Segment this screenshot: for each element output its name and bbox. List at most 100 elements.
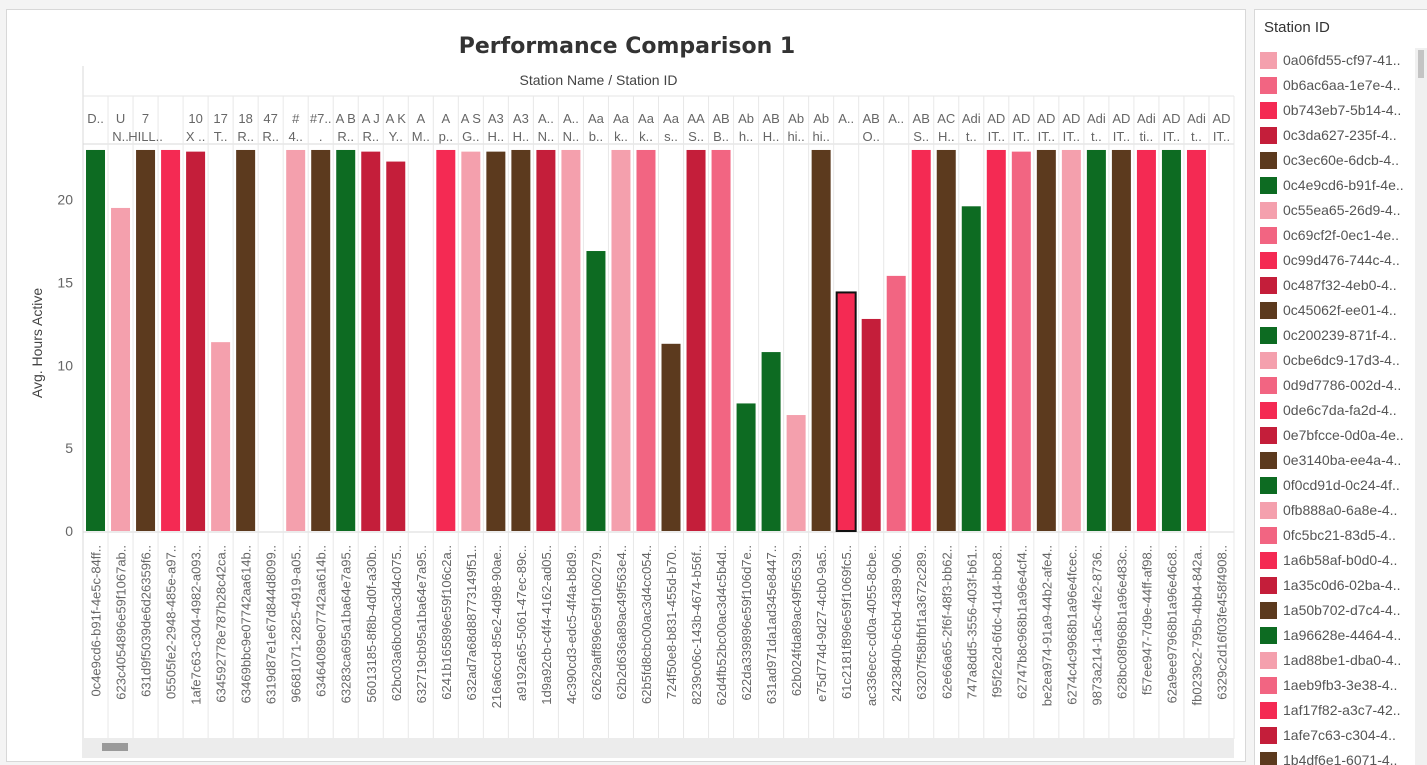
legend-label: 1ad88be1-dba0-4.. (1283, 652, 1402, 668)
station-name-label: Aa (638, 111, 655, 126)
y-tick-label: 20 (57, 192, 73, 208)
bar (1086, 149, 1106, 531)
bar (586, 251, 606, 531)
legend-swatch (1260, 502, 1277, 519)
legend-label: 1a35c0d6-02ba-4.. (1283, 577, 1401, 593)
station-id-label: f95f2e2d-6fdc-41d4-bbc8.. (989, 545, 1004, 698)
bar (136, 149, 156, 531)
legend-swatch (1260, 102, 1277, 119)
bar (111, 207, 131, 531)
bar (486, 151, 506, 532)
legend-item[interactable]: 0c69cf2f-0ec1-4e.. (1260, 227, 1410, 252)
station-name-label: A.. (888, 111, 904, 126)
station-name-label: AB (712, 111, 729, 126)
station-name-label: 4.. (288, 129, 302, 144)
legend-scrollbar-thumb[interactable] (1418, 50, 1424, 78)
station-id-label: 6274c4c9968b1a96e4fcec.. (1064, 545, 1079, 705)
legend-swatch (1260, 552, 1277, 569)
station-name-label: X .. (186, 129, 206, 144)
legend-swatch (1260, 127, 1277, 144)
station-name-label: D.. (87, 111, 104, 126)
station-id-label: 62e66a65-2f6f-48f3-bb62.. (939, 545, 954, 699)
legend-item[interactable]: 1af17f82-a3c7-42.. (1260, 702, 1410, 727)
legend-swatch (1260, 702, 1277, 719)
station-name-label: A K (386, 111, 407, 126)
station-name-label: k.. (639, 129, 653, 144)
legend-item[interactable]: 0d9d7786-002d-4.. (1260, 377, 1410, 402)
legend-item[interactable]: 0c3ec60e-6dcb-4.. (1260, 152, 1410, 177)
legend-item[interactable]: 0c55ea65-26d9-4.. (1260, 202, 1410, 227)
legend-item[interactable]: 0fb888a0-6a8e-4.. (1260, 502, 1410, 527)
legend-item[interactable]: 0b6ac6aa-1e7e-4.. (1260, 77, 1410, 102)
legend-item[interactable]: 1a35c0d6-02ba-4.. (1260, 577, 1410, 602)
station-id-label: 62b024fda89ac49f56539.. (789, 545, 804, 696)
legend-label: 0e3140ba-ee4a-4.. (1283, 452, 1402, 468)
station-id-label: 62d4fb52bc00ac3d4c5b4d.. (714, 545, 729, 705)
horizontal-scrollbar[interactable] (82, 738, 1234, 758)
legend-item[interactable]: 0c487f32-4eb0-4.. (1260, 277, 1410, 302)
legend-item[interactable]: 0e3140ba-ee4a-4.. (1260, 452, 1410, 477)
bar (1111, 149, 1131, 531)
bar (1036, 149, 1056, 531)
legend-swatch (1260, 452, 1277, 469)
legend-item[interactable]: 1a6b58af-b0d0-4.. (1260, 552, 1410, 577)
legend-label: 0c200239-871f-4.. (1283, 327, 1397, 343)
y-tick-label: 15 (57, 275, 73, 291)
station-name-label: N.. (538, 129, 555, 144)
legend-item[interactable]: 0c99d476-744c-4.. (1260, 252, 1410, 277)
legend-item[interactable]: 0c3da627-235f-4.. (1260, 127, 1410, 152)
legend-label: 1af17f82-a3c7-42.. (1283, 702, 1401, 718)
legend-label: 0cbe6dc9-17d3-4.. (1283, 352, 1400, 368)
legend-item[interactable]: 0f0cd91d-0c24-4f.. (1260, 477, 1410, 502)
legend-item[interactable]: 0c200239-871f-4.. (1260, 327, 1410, 352)
y-tick-label: 5 (65, 440, 73, 456)
station-name-label: t.. (1191, 129, 1202, 144)
legend-item[interactable]: 1ad88be1-dba0-4.. (1260, 652, 1410, 677)
legend-item[interactable]: 0fc5bc21-83d5-4.. (1260, 527, 1410, 552)
station-name-label: AC (937, 111, 955, 126)
station-name-label: Aa (663, 111, 680, 126)
legend-item[interactable]: 1a96628e-4464-4.. (1260, 627, 1410, 652)
station-name-label: AD (1162, 111, 1180, 126)
legend-item[interactable]: 0b743eb7-5b14-4.. (1260, 102, 1410, 127)
legend-item[interactable]: 0cbe6dc9-17d3-4.. (1260, 352, 1410, 377)
legend-label: 1afe7c63-c304-4.. (1283, 727, 1396, 743)
station-id-label: 216a6ccd-85e2-4d98-90ae.. (489, 545, 504, 708)
station-id-label: 56013185-8f8b-4d0f-a30b.. (364, 545, 379, 703)
station-id-label: 63283ca695a1ba64e7a95.. (339, 545, 354, 703)
station-name-label: 17 (213, 111, 227, 126)
horizontal-scrollbar-thumb[interactable] (102, 743, 128, 751)
legend-list: 0a06fd55-cf97-41.. 0b6ac6aa-1e7e-4.. 0b743… (1260, 52, 1410, 765)
legend-item[interactable]: 1a50b702-d7c4-4.. (1260, 602, 1410, 627)
legend-item[interactable]: 0c45062f-ee01-4.. (1260, 302, 1410, 327)
legend-label: 0c487f32-4eb0-4.. (1283, 277, 1397, 293)
legend-item[interactable]: 1afe7c63-c304-4.. (1260, 727, 1410, 752)
station-name-label: IT.. (988, 129, 1005, 144)
legend-swatch (1260, 727, 1277, 744)
station-id-label: 62a9ee97968b1a96e46c8.. (1164, 545, 1179, 703)
station-name-label: Ab (813, 111, 829, 126)
legend-swatch (1260, 52, 1277, 69)
station-name-label: Adi (1187, 111, 1206, 126)
legend-item[interactable]: 0de6c7da-fa2d-4.. (1260, 402, 1410, 427)
legend-item[interactable]: 0e7bfcce-0d0a-4e.. (1260, 427, 1410, 452)
legend-item[interactable]: 1aeb9fb3-3e38-4.. (1260, 677, 1410, 702)
bar (561, 149, 581, 531)
bar (536, 149, 556, 531)
bar (761, 352, 781, 531)
legend-item[interactable]: 0a06fd55-cf97-41.. (1260, 52, 1410, 77)
station-name-label: AD (1012, 111, 1030, 126)
station-id-label: 631ad971da1ad345e8447.. (764, 545, 779, 704)
station-name-label: Ab (788, 111, 804, 126)
legend-swatch (1260, 302, 1277, 319)
station-name-label: Aa (613, 111, 630, 126)
legend-scrollbar[interactable] (1415, 48, 1427, 765)
station-name-label: Aa (588, 111, 605, 126)
station-name-label: B.. (713, 129, 729, 144)
station-id-label: 63207f58bfbf1a3672c289.. (914, 545, 929, 700)
station-name-label: AD (1212, 111, 1230, 126)
legend-swatch (1260, 752, 1277, 765)
legend-item[interactable]: 1b4df6e1-6071-4.. (1260, 752, 1410, 765)
station-name-label: R.. (262, 129, 279, 144)
legend-item[interactable]: 0c4e9cd6-b91f-4e.. (1260, 177, 1410, 202)
